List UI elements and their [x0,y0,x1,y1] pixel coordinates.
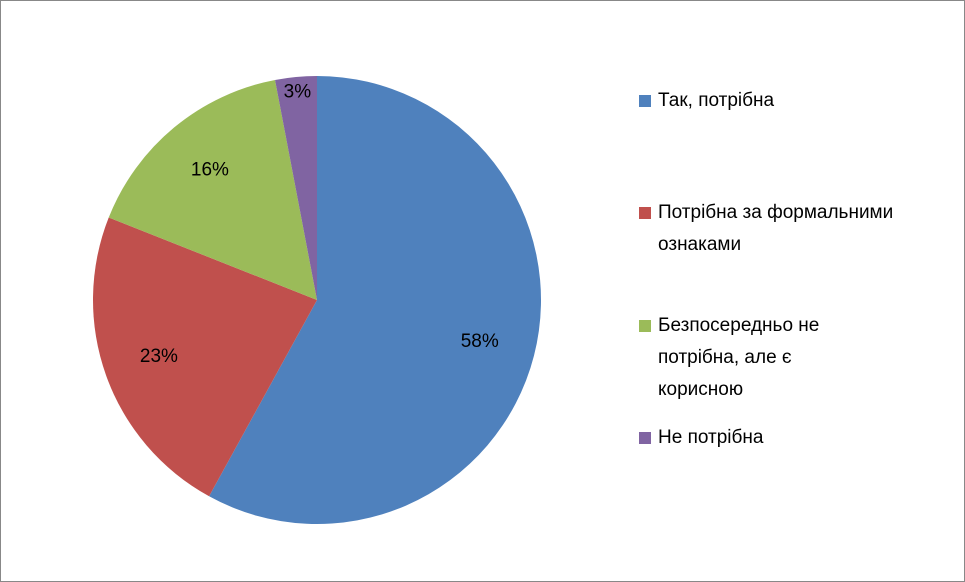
data-label: 16% [191,160,229,181]
legend-label: Безпосередньо не потрібна, але є корисно… [658,315,820,400]
legend-swatch [639,207,651,219]
pie-slice [275,76,317,300]
legend-label: Не потрібна [658,427,764,448]
legend-item: Безпосередньо не потрібна, але є корисно… [639,310,959,406]
legend-item: Потрібна за формальними ознаками [639,197,959,261]
data-label: 58% [461,331,499,352]
pie-slice [209,76,541,524]
data-label: 23% [140,346,178,367]
legend-swatch [639,95,651,107]
pie-slice [93,217,318,497]
legend-item: Так, потрібна [639,85,959,117]
legend-item: Не потрібна [639,422,959,454]
legend-label: Потрібна за формальними ознаками [658,202,894,255]
legend-swatch [639,432,651,444]
legend-label: Так, потрібна [658,90,775,111]
pie-slice [108,79,317,301]
legend-swatch [639,320,651,332]
data-label: 3% [284,82,312,103]
